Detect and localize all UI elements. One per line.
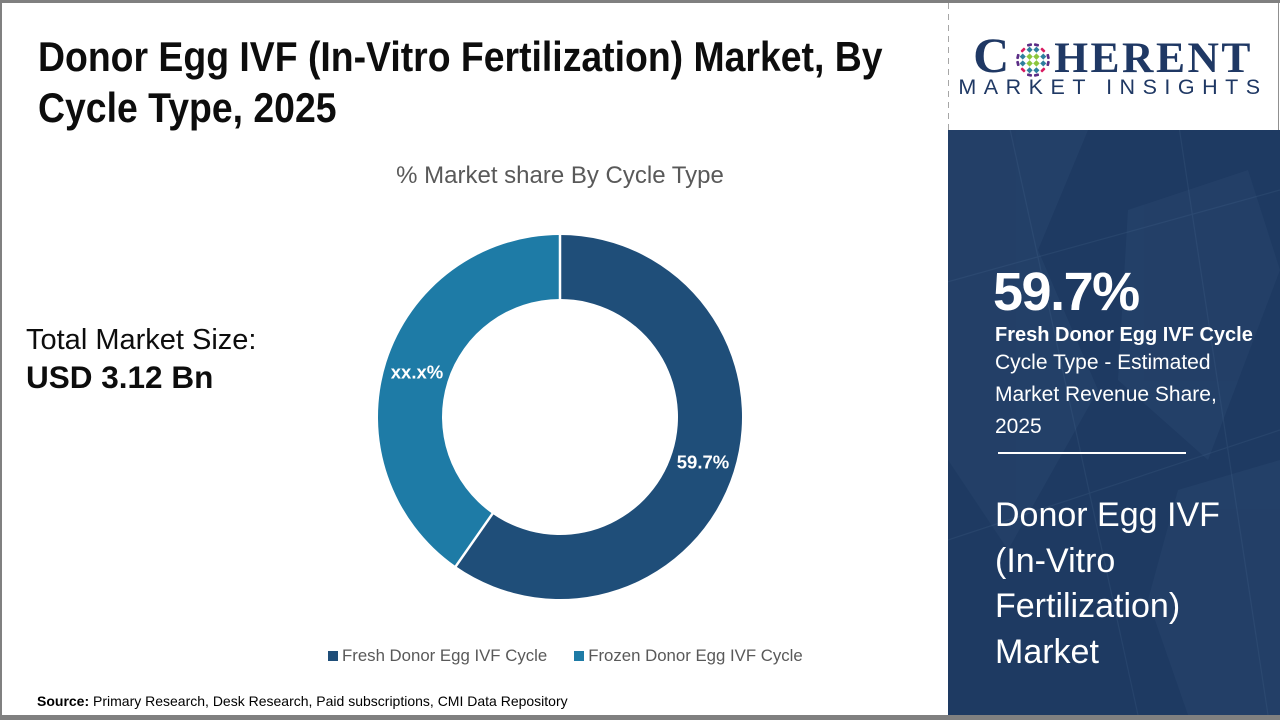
svg-text:xx.x%: xx.x% [391, 362, 443, 383]
svg-text:59.7%: 59.7% [677, 452, 729, 473]
